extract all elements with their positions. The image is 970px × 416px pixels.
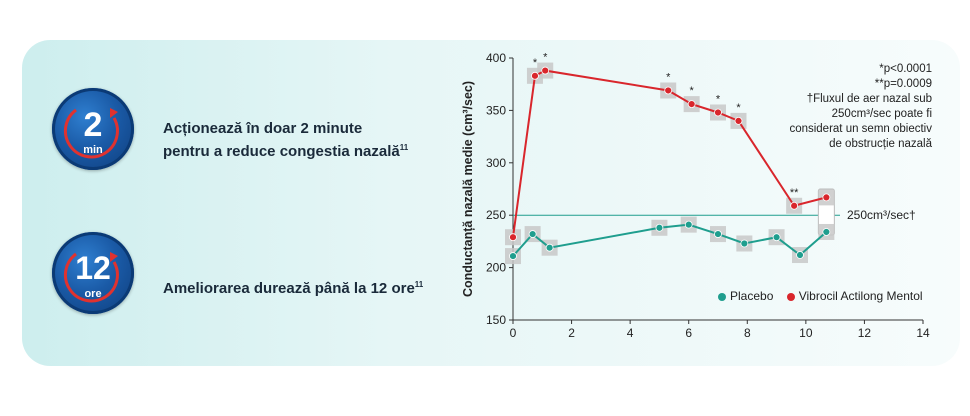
data-point	[545, 243, 554, 252]
data-point	[740, 239, 749, 248]
footnote-dagger-3: considerat un semn obiectiv	[789, 123, 932, 135]
legend-dot-vibrocil	[786, 292, 795, 301]
significance-marker: *	[543, 52, 548, 64]
footnote-dagger-2: 250cm³/sec poate fi	[831, 108, 932, 120]
legend-label-placebo: Placebo	[730, 289, 774, 303]
x-tick-label: 10	[799, 326, 813, 340]
data-point	[655, 223, 664, 232]
significance-marker: *	[533, 57, 538, 69]
y-tick-label: 300	[486, 156, 506, 170]
clock-arrow-icon	[63, 108, 119, 159]
data-point	[664, 86, 673, 95]
series-line-placebo	[512, 223, 828, 257]
data-point	[772, 233, 781, 242]
badge-number: 12	[75, 250, 111, 286]
badge-2-min: 2 min	[52, 88, 134, 170]
badge-12-ore: 12 ore	[52, 232, 134, 314]
y-tick-label: 250	[486, 208, 506, 222]
x-tick-label: 6	[685, 326, 692, 340]
reference-line-label: 250cm³/sec†	[847, 208, 916, 222]
y-axis-label: Conductanță nazală medie (cm³/sec)	[461, 81, 475, 297]
footnote-dagger-1: †Fluxul de aer nazal sub	[806, 93, 932, 105]
significance-marker: *	[716, 93, 721, 105]
badge-unit: min	[83, 144, 103, 156]
conductance-chart: 150 200 250 300 350 400 0 2 4 6 8 10 12 14 Conductanță…	[461, 51, 930, 340]
significance-marker: *	[666, 71, 671, 83]
data-point	[509, 233, 517, 242]
feature-line: pentru a reduce congestia nazală11	[163, 143, 409, 160]
x-tick-label: 0	[510, 326, 517, 340]
x-tick-label: 8	[744, 326, 751, 340]
data-point	[822, 193, 831, 202]
footnote-p2: **p=0.0009	[874, 78, 932, 90]
data-point	[684, 220, 693, 229]
chart-legend: Placebo Vibrocil Actilong Mentol	[712, 289, 923, 303]
data-point	[796, 251, 804, 259]
x-tick-label: 4	[627, 326, 634, 340]
significance-marker: **	[790, 187, 799, 199]
y-tick-label: 400	[486, 51, 506, 65]
y-tick-label: 200	[486, 261, 506, 275]
data-point	[528, 230, 537, 238]
data-point	[714, 108, 722, 117]
y-tick-label: 150	[486, 313, 506, 327]
significance-marker: *	[736, 102, 741, 114]
clock-arrow-icon	[63, 252, 119, 303]
footnotes: *p<0.0001 **p=0.0009 †Fluxul de aer naza…	[772, 62, 932, 152]
badge-unit: ore	[84, 288, 102, 300]
data-point	[687, 100, 696, 109]
data-point	[509, 252, 517, 260]
feature-line: Acționează în doar 2 minute	[163, 120, 363, 137]
data-point	[531, 71, 539, 80]
data-point	[734, 116, 743, 125]
footnote-p1: *p<0.0001	[879, 63, 932, 75]
legend-label-vibrocil: Vibrocil Actilong Mentol	[798, 289, 923, 303]
footnote-dagger-4: de obstrucție nazală	[829, 138, 932, 150]
x-tick-label: 12	[858, 326, 872, 340]
x-tick-label: 14	[916, 326, 930, 340]
data-point	[714, 230, 722, 238]
badge-number: 2	[83, 106, 103, 144]
feature-text-1: Acționează în doar 2 minute pentru a red…	[163, 119, 408, 161]
significance-marker: *	[690, 85, 695, 97]
x-tick-label: 2	[568, 326, 575, 340]
data-point	[790, 201, 799, 210]
legend-dot-placebo	[718, 292, 726, 301]
feature-text-2: Ameliorarea durează până la 12 ore11	[163, 280, 424, 297]
y-tick-label: 350	[486, 103, 506, 117]
data-point	[541, 66, 550, 75]
data-point	[822, 228, 831, 236]
